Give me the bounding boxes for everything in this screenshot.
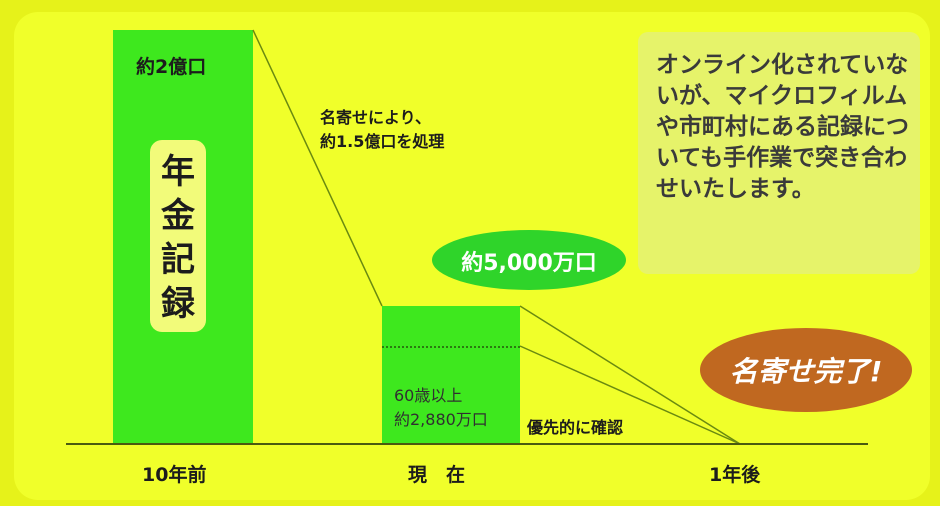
current-count-bubble: 約5,000万口 [432,230,626,290]
timeline-label-now: 現 在 [408,464,466,486]
priority-label: 優先的に確認 [527,418,624,437]
timeline-label-past: 10年前 [142,464,207,486]
completion-badge: 名寄せ完了! [700,328,912,412]
current-bar-line1: 60歳以上 [394,386,463,405]
completion-label: 名寄せ完了! [729,355,883,388]
info-note-box [638,32,920,274]
reduction-note-line2: 約1.5億口を処理 [320,132,445,151]
current-count-label: 約5,000万口 [461,251,597,276]
vertical-label: 年金記録 [161,152,195,324]
reduction-note-line1: 名寄せにより、 [320,108,432,127]
dotted-divider [382,346,520,348]
timeline-label-future: 1年後 [709,464,761,486]
bar-top-label: 約2億口 [136,56,207,78]
vertical-label-box [150,140,206,332]
bar-current [382,306,520,444]
current-bar-line2: 約2,880万口 [394,410,488,429]
info-note-text: オンライン化されていないが、マイクロフィルムや市町村にある記録についても手作業で… [656,52,909,202]
